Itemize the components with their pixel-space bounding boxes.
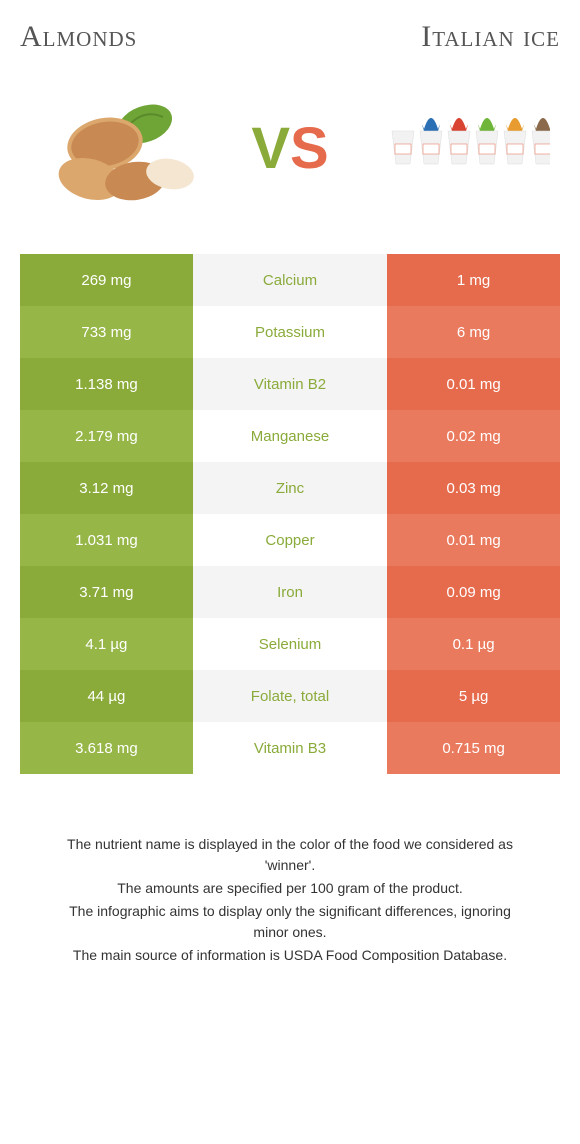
footer-line4: The main source of information is USDA F…	[50, 945, 530, 966]
nutrient-name: Zinc	[193, 462, 387, 514]
right-value: 0.01 mg	[387, 358, 560, 410]
right-value: 5 µg	[387, 670, 560, 722]
vs-s-letter: S	[290, 116, 329, 181]
left-value: 733 mg	[20, 306, 193, 358]
table-row: 1.031 mgCopper0.01 mg	[20, 514, 560, 566]
right-value: 0.02 mg	[387, 410, 560, 462]
footer-line2: The amounts are specified per 100 gram o…	[50, 878, 530, 899]
footer-line1: The nutrient name is displayed in the co…	[50, 834, 530, 876]
left-value: 269 mg	[20, 254, 193, 306]
left-value: 3.12 mg	[20, 462, 193, 514]
right-value: 0.09 mg	[387, 566, 560, 618]
left-value: 3.71 mg	[20, 566, 193, 618]
footer-line3: The infographic aims to display only the…	[50, 901, 530, 943]
right-value: 0.1 µg	[387, 618, 560, 670]
table-row: 1.138 mgVitamin B20.01 mg	[20, 358, 560, 410]
left-value: 2.179 mg	[20, 410, 193, 462]
table-row: 44 µgFolate, total5 µg	[20, 670, 560, 722]
nutrient-name: Potassium	[193, 306, 387, 358]
nutrient-name: Folate, total	[193, 670, 387, 722]
nutrient-name: Calcium	[193, 254, 387, 306]
footer-notes: The nutrient name is displayed in the co…	[20, 834, 560, 966]
nutrient-name: Copper	[193, 514, 387, 566]
nutrient-table: 269 mgCalcium1 mg733 mgPotassium6 mg1.13…	[20, 254, 560, 774]
header: Almonds Italian ice	[20, 20, 560, 54]
left-value: 1.138 mg	[20, 358, 193, 410]
table-row: 3.12 mgZinc0.03 mg	[20, 462, 560, 514]
right-value: 0.01 mg	[387, 514, 560, 566]
right-value: 6 mg	[387, 306, 560, 358]
left-value: 3.618 mg	[20, 722, 193, 774]
vs-label: VS	[251, 120, 328, 178]
hero-row: VS	[20, 84, 560, 214]
almonds-image	[30, 84, 210, 214]
left-food-title: Almonds	[20, 20, 137, 54]
vs-v-letter: V	[251, 116, 290, 181]
left-value: 1.031 mg	[20, 514, 193, 566]
table-row: 3.618 mgVitamin B30.715 mg	[20, 722, 560, 774]
nutrient-name: Iron	[193, 566, 387, 618]
nutrient-name: Manganese	[193, 410, 387, 462]
italian-ice-icon	[370, 89, 550, 209]
almonds-icon	[35, 89, 205, 209]
table-row: 4.1 µgSelenium0.1 µg	[20, 618, 560, 670]
table-row: 269 mgCalcium1 mg	[20, 254, 560, 306]
right-value: 0.03 mg	[387, 462, 560, 514]
table-row: 2.179 mgManganese0.02 mg	[20, 410, 560, 462]
nutrient-name: Selenium	[193, 618, 387, 670]
table-row: 733 mgPotassium6 mg	[20, 306, 560, 358]
nutrient-name: Vitamin B2	[193, 358, 387, 410]
italian-ice-image	[370, 84, 550, 214]
left-value: 4.1 µg	[20, 618, 193, 670]
right-value: 0.715 mg	[387, 722, 560, 774]
right-food-title: Italian ice	[421, 20, 560, 54]
table-row: 3.71 mgIron0.09 mg	[20, 566, 560, 618]
left-value: 44 µg	[20, 670, 193, 722]
nutrient-name: Vitamin B3	[193, 722, 387, 774]
right-value: 1 mg	[387, 254, 560, 306]
